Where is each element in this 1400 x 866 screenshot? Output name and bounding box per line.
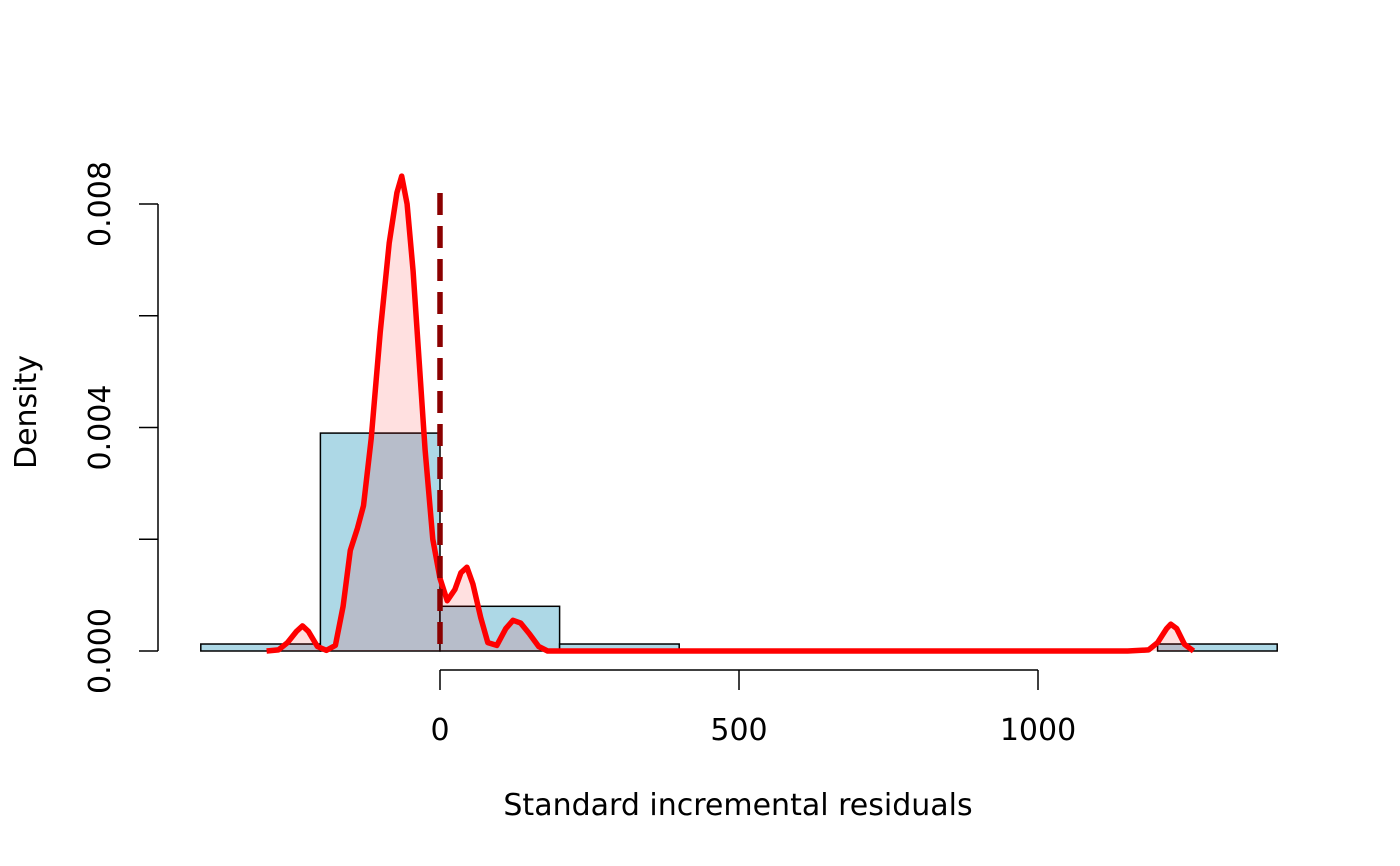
x-tick-label: 0 bbox=[430, 713, 449, 748]
histogram-bar bbox=[1156, 643, 1278, 652]
x-tick-label: 1000 bbox=[1000, 713, 1076, 748]
y-axis-label: Density bbox=[9, 355, 44, 469]
y-tick-label: 0.000 bbox=[83, 608, 118, 694]
y-tick-label: 0.008 bbox=[83, 161, 118, 247]
y-axis: 0.000 0.004 0.008 bbox=[83, 161, 159, 694]
x-axis: 0 500 1000 bbox=[430, 669, 1076, 748]
x-tick-label: 500 bbox=[710, 713, 767, 748]
y-tick-label: 0.004 bbox=[83, 385, 118, 471]
density-curve-line bbox=[266, 173, 1196, 654]
density-curve-fill bbox=[266, 176, 1194, 651]
x-axis-label: Standard incremental residuals bbox=[503, 788, 972, 823]
